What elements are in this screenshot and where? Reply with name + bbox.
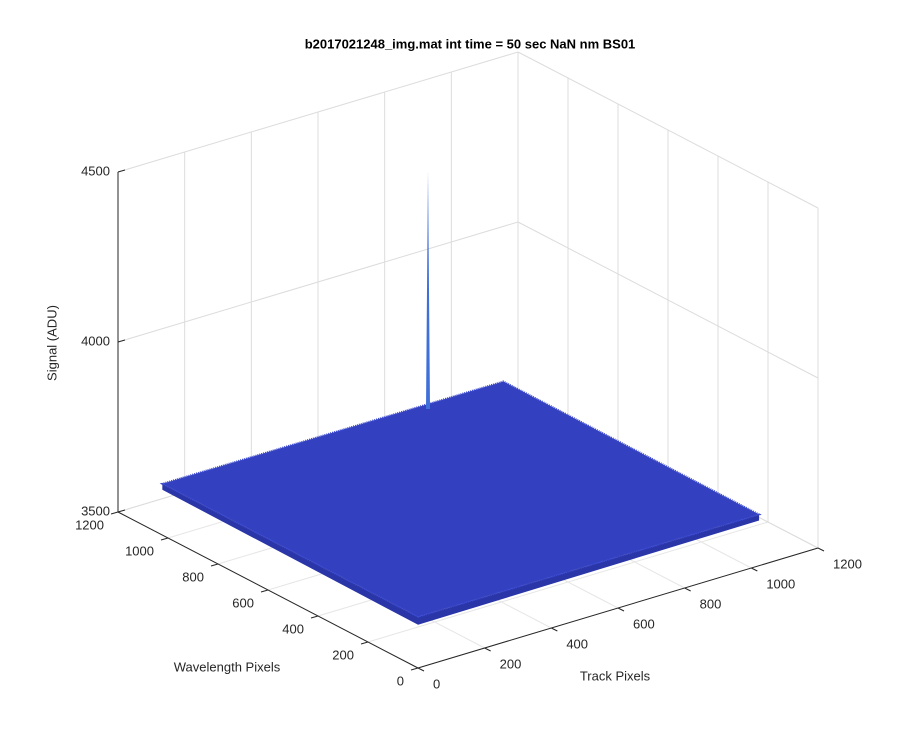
- y-axis-label: Wavelength Pixels: [174, 659, 281, 674]
- x-tick: [684, 587, 691, 592]
- z-tick: [117, 509, 126, 513]
- x-tick-label: 0: [433, 676, 440, 691]
- x-tick: [484, 647, 491, 652]
- y-tick-label: 1200: [75, 517, 104, 532]
- y-tick-label: 200: [332, 647, 354, 662]
- surface: [159, 380, 762, 618]
- z-tick: [117, 339, 126, 343]
- x-axis-label: Track Pixels: [580, 668, 651, 683]
- y-tick: [310, 615, 319, 619]
- grid-line: [367, 521, 769, 643]
- chart-title: b2017021248_img.mat int time = 50 sec Na…: [305, 36, 636, 51]
- grid-line: [517, 51, 819, 209]
- y-tick: [410, 667, 419, 671]
- x-tick-label: 600: [633, 616, 655, 631]
- x-tick-label: 800: [700, 596, 722, 611]
- z-tick-label: 3500: [81, 503, 110, 518]
- grid-line: [117, 221, 519, 343]
- grid-line: [517, 221, 819, 379]
- peak: [426, 171, 430, 409]
- x-tick-label: 400: [566, 636, 588, 651]
- y-tick-label: 0: [397, 673, 404, 688]
- surface-edge: [162, 483, 760, 625]
- x-tick-label: 200: [500, 656, 522, 671]
- y-tick: [360, 641, 369, 645]
- y-tick-label: 1000: [125, 543, 154, 558]
- x-tick-label: 1000: [766, 576, 795, 591]
- x-tick: [417, 667, 425, 672]
- y-tick-label: 800: [182, 569, 204, 584]
- z-tick-label: 4000: [81, 333, 110, 348]
- x-tick: [551, 627, 558, 632]
- y-tick: [160, 537, 169, 541]
- grid-line: [117, 51, 519, 173]
- y-tick: [260, 589, 269, 593]
- x-tick: [617, 607, 625, 612]
- z-tick-label: 4500: [81, 163, 110, 178]
- y-tick: [210, 563, 219, 567]
- y-tick-label: 600: [232, 595, 254, 610]
- x-tick: [751, 567, 758, 572]
- y-tick: [110, 511, 119, 515]
- z-axis-label: Signal (ADU): [44, 305, 59, 381]
- x-tick-label: 1200: [833, 556, 862, 571]
- y-tick-label: 400: [282, 621, 304, 636]
- z-tick: [117, 169, 126, 173]
- x-tick: [817, 547, 825, 552]
